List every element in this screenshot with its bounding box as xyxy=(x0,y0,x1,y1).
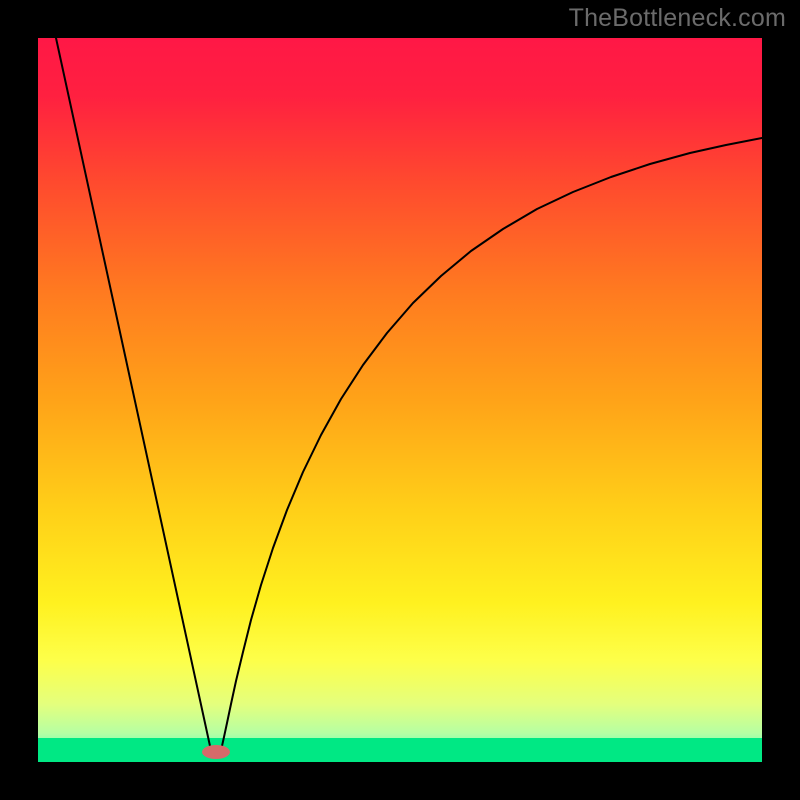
watermark-text: TheBottleneck.com xyxy=(569,4,786,33)
valley-marker xyxy=(202,745,230,759)
bottleneck-chart xyxy=(0,0,800,800)
chart-container: { "watermark": { "text": "TheBottleneck.… xyxy=(0,0,800,800)
green-band xyxy=(38,738,762,762)
gradient-background xyxy=(38,38,762,762)
